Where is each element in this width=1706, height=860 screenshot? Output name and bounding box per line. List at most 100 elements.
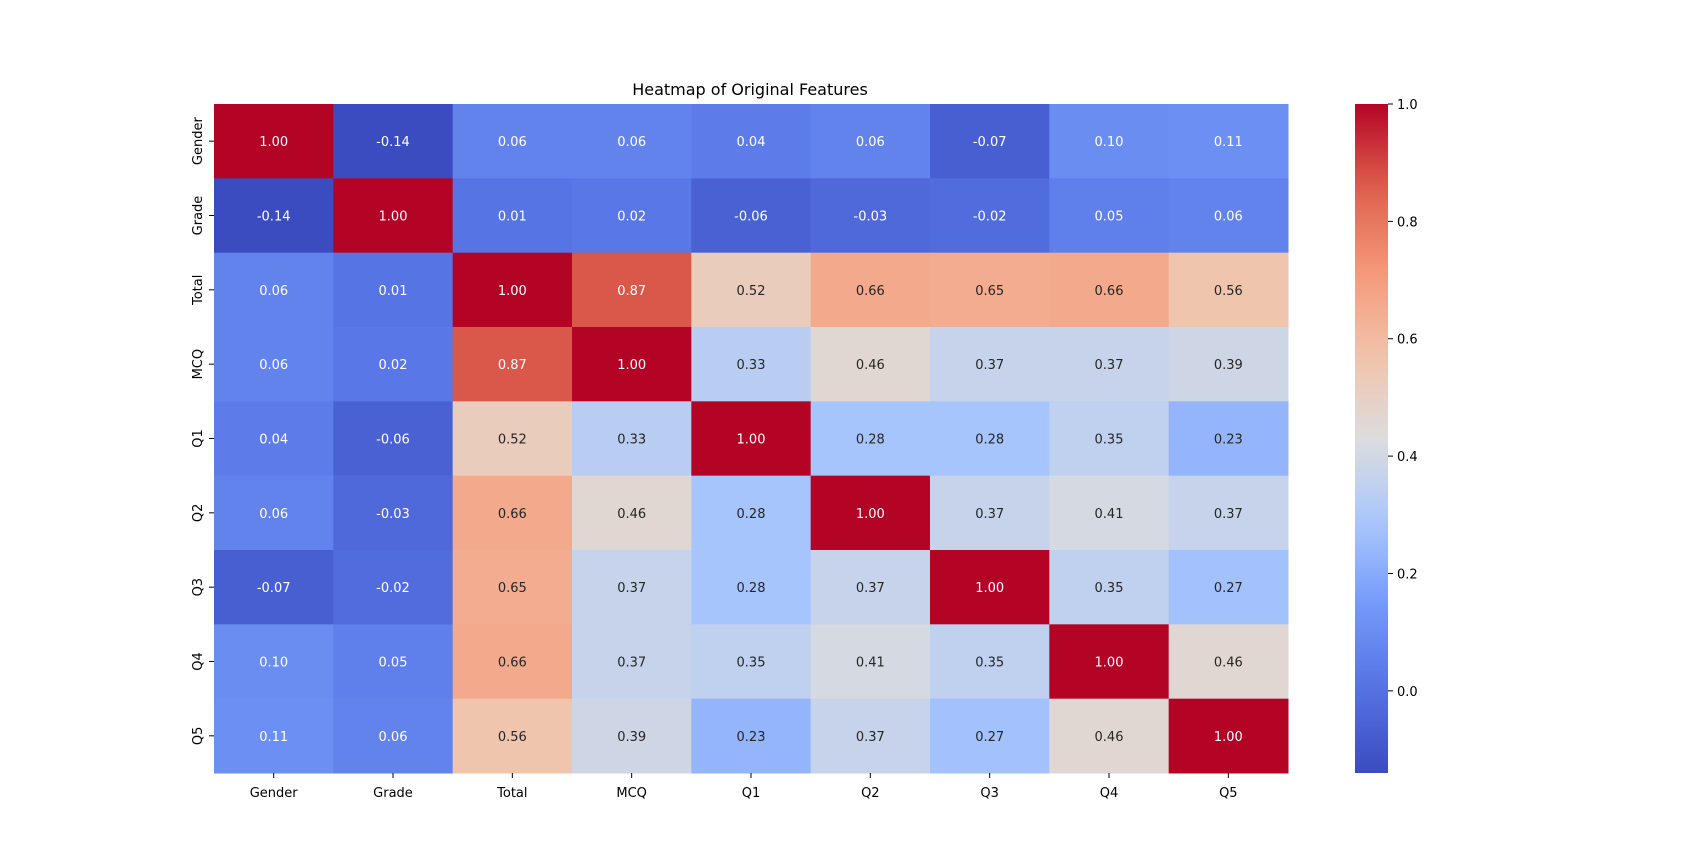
heatmap-cells (214, 104, 1289, 774)
colorbar-tick-label: 1.0 (1397, 98, 1418, 113)
y-tick-label: Q3 (191, 578, 206, 597)
heatmap-cell (214, 104, 334, 179)
heatmap-cell (452, 698, 573, 774)
heatmap-cell (1168, 624, 1289, 700)
heatmap-cell (333, 698, 454, 774)
heatmap-cell (1049, 475, 1170, 551)
chart-title: Heatmap of Original Features (632, 80, 868, 99)
colorbar: 0.0 0.2 0.4 0.6 0.8 1.0 (1355, 98, 1418, 773)
heatmap-cell (691, 327, 812, 402)
heatmap-cell (452, 475, 573, 551)
heatmap-cell (1168, 401, 1289, 477)
heatmap-cell (1168, 475, 1289, 551)
heatmap-cell (572, 252, 692, 328)
cell-value-label: 0.05 (379, 656, 408, 671)
x-axis: Gender Grade Total MCQ Q1 Q2 Q3 Q4 Q5 (250, 773, 1238, 801)
heatmap-cell (333, 401, 454, 477)
cell-value-label: 0.33 (737, 358, 766, 373)
heatmap-cell (1049, 698, 1170, 774)
heatmap-cell (214, 327, 334, 402)
cell-value-label: 0.11 (1214, 135, 1243, 150)
heatmap-cell (810, 252, 931, 328)
cell-value-label: 0.23 (1214, 433, 1243, 448)
cell-value-label: 1.00 (1095, 656, 1124, 671)
cell-value-label: 0.28 (737, 581, 766, 596)
cell-value-label: 0.39 (617, 730, 646, 745)
heatmap-cell (572, 475, 692, 551)
heatmap-cell (452, 550, 573, 625)
cell-value-label: 0.37 (617, 581, 646, 596)
heatmap-cell (333, 178, 454, 254)
heatmap-cell (691, 475, 812, 551)
cell-value-label: -0.06 (376, 433, 410, 448)
cell-value-label: 0.65 (975, 284, 1004, 299)
cell-value-label: 0.46 (1214, 656, 1243, 671)
heatmap-cell (452, 104, 573, 179)
x-tick-label: Q3 (980, 786, 999, 801)
heatmap-cell (1049, 252, 1170, 328)
heatmap-cell (810, 401, 931, 477)
cell-value-label: 0.28 (856, 433, 885, 448)
heatmap-cell (1168, 252, 1289, 328)
y-tick-label: Grade (191, 196, 206, 236)
cell-value-label: 0.06 (259, 507, 288, 522)
y-tick-label: Gender (191, 117, 206, 166)
cell-value-label: 1.00 (498, 284, 527, 299)
cell-value-label: -0.06 (734, 210, 768, 225)
heatmap-cell (214, 698, 334, 774)
cell-value-label: -0.02 (376, 581, 410, 596)
cell-value-label: 0.06 (259, 358, 288, 373)
heatmap-cell (930, 401, 1050, 477)
heatmap-cell (810, 475, 931, 551)
x-tick-label: Q4 (1100, 786, 1119, 801)
cell-value-label: 0.06 (259, 284, 288, 299)
cell-value-label: 0.35 (1095, 433, 1124, 448)
heatmap-cell (333, 475, 454, 551)
cell-value-label: 0.41 (1095, 507, 1124, 522)
heatmap-cell (930, 252, 1050, 328)
cell-value-label: 0.87 (617, 284, 646, 299)
heatmap-cell (810, 550, 931, 625)
x-tick-label: MCQ (616, 786, 647, 801)
cell-value-label: 0.56 (1214, 284, 1243, 299)
heatmap-cell (930, 104, 1050, 179)
y-tick-label: Total (191, 275, 206, 306)
cell-value-label: 0.04 (737, 135, 766, 150)
cell-value-label: 0.52 (498, 433, 527, 448)
heatmap-cell (214, 252, 334, 328)
heatmap-cell (810, 327, 931, 402)
heatmap-cell (1049, 178, 1170, 254)
heatmap-cell (214, 550, 334, 625)
cell-value-label: 0.28 (975, 433, 1004, 448)
heatmap-cell (930, 475, 1050, 551)
cell-value-label: 0.66 (856, 284, 885, 299)
cell-value-label: 0.04 (259, 433, 288, 448)
colorbar-gradient (1355, 104, 1388, 773)
colorbar-tick-label: 0.8 (1397, 215, 1418, 230)
cell-value-label: -0.07 (257, 581, 291, 596)
heatmap-cell (333, 624, 454, 700)
y-tick-label: Q1 (191, 429, 206, 448)
y-tick-label: Q5 (191, 727, 206, 746)
heatmap-cell (1168, 178, 1289, 254)
heatmap-cell (333, 550, 454, 625)
heatmap-cell (1049, 550, 1170, 625)
x-tick-label: Q5 (1219, 786, 1238, 801)
cell-value-label: -0.02 (973, 210, 1007, 225)
cell-value-label: 0.39 (1214, 358, 1243, 373)
cell-value-label: 0.06 (498, 135, 527, 150)
x-tick-label: Total (496, 786, 527, 801)
heatmap-cell (452, 624, 573, 700)
heatmap-cell (691, 401, 812, 477)
heatmap-cell (1168, 698, 1289, 774)
x-tick-label: Gender (250, 786, 299, 801)
heatmap-cell (214, 624, 334, 700)
cell-value-label: 0.35 (975, 656, 1004, 671)
heatmap-cell (691, 252, 812, 328)
heatmap-cell (810, 698, 931, 774)
heatmap-cell (452, 178, 573, 254)
cell-value-label: 0.27 (1214, 581, 1243, 596)
heatmap-cell (1049, 104, 1170, 179)
